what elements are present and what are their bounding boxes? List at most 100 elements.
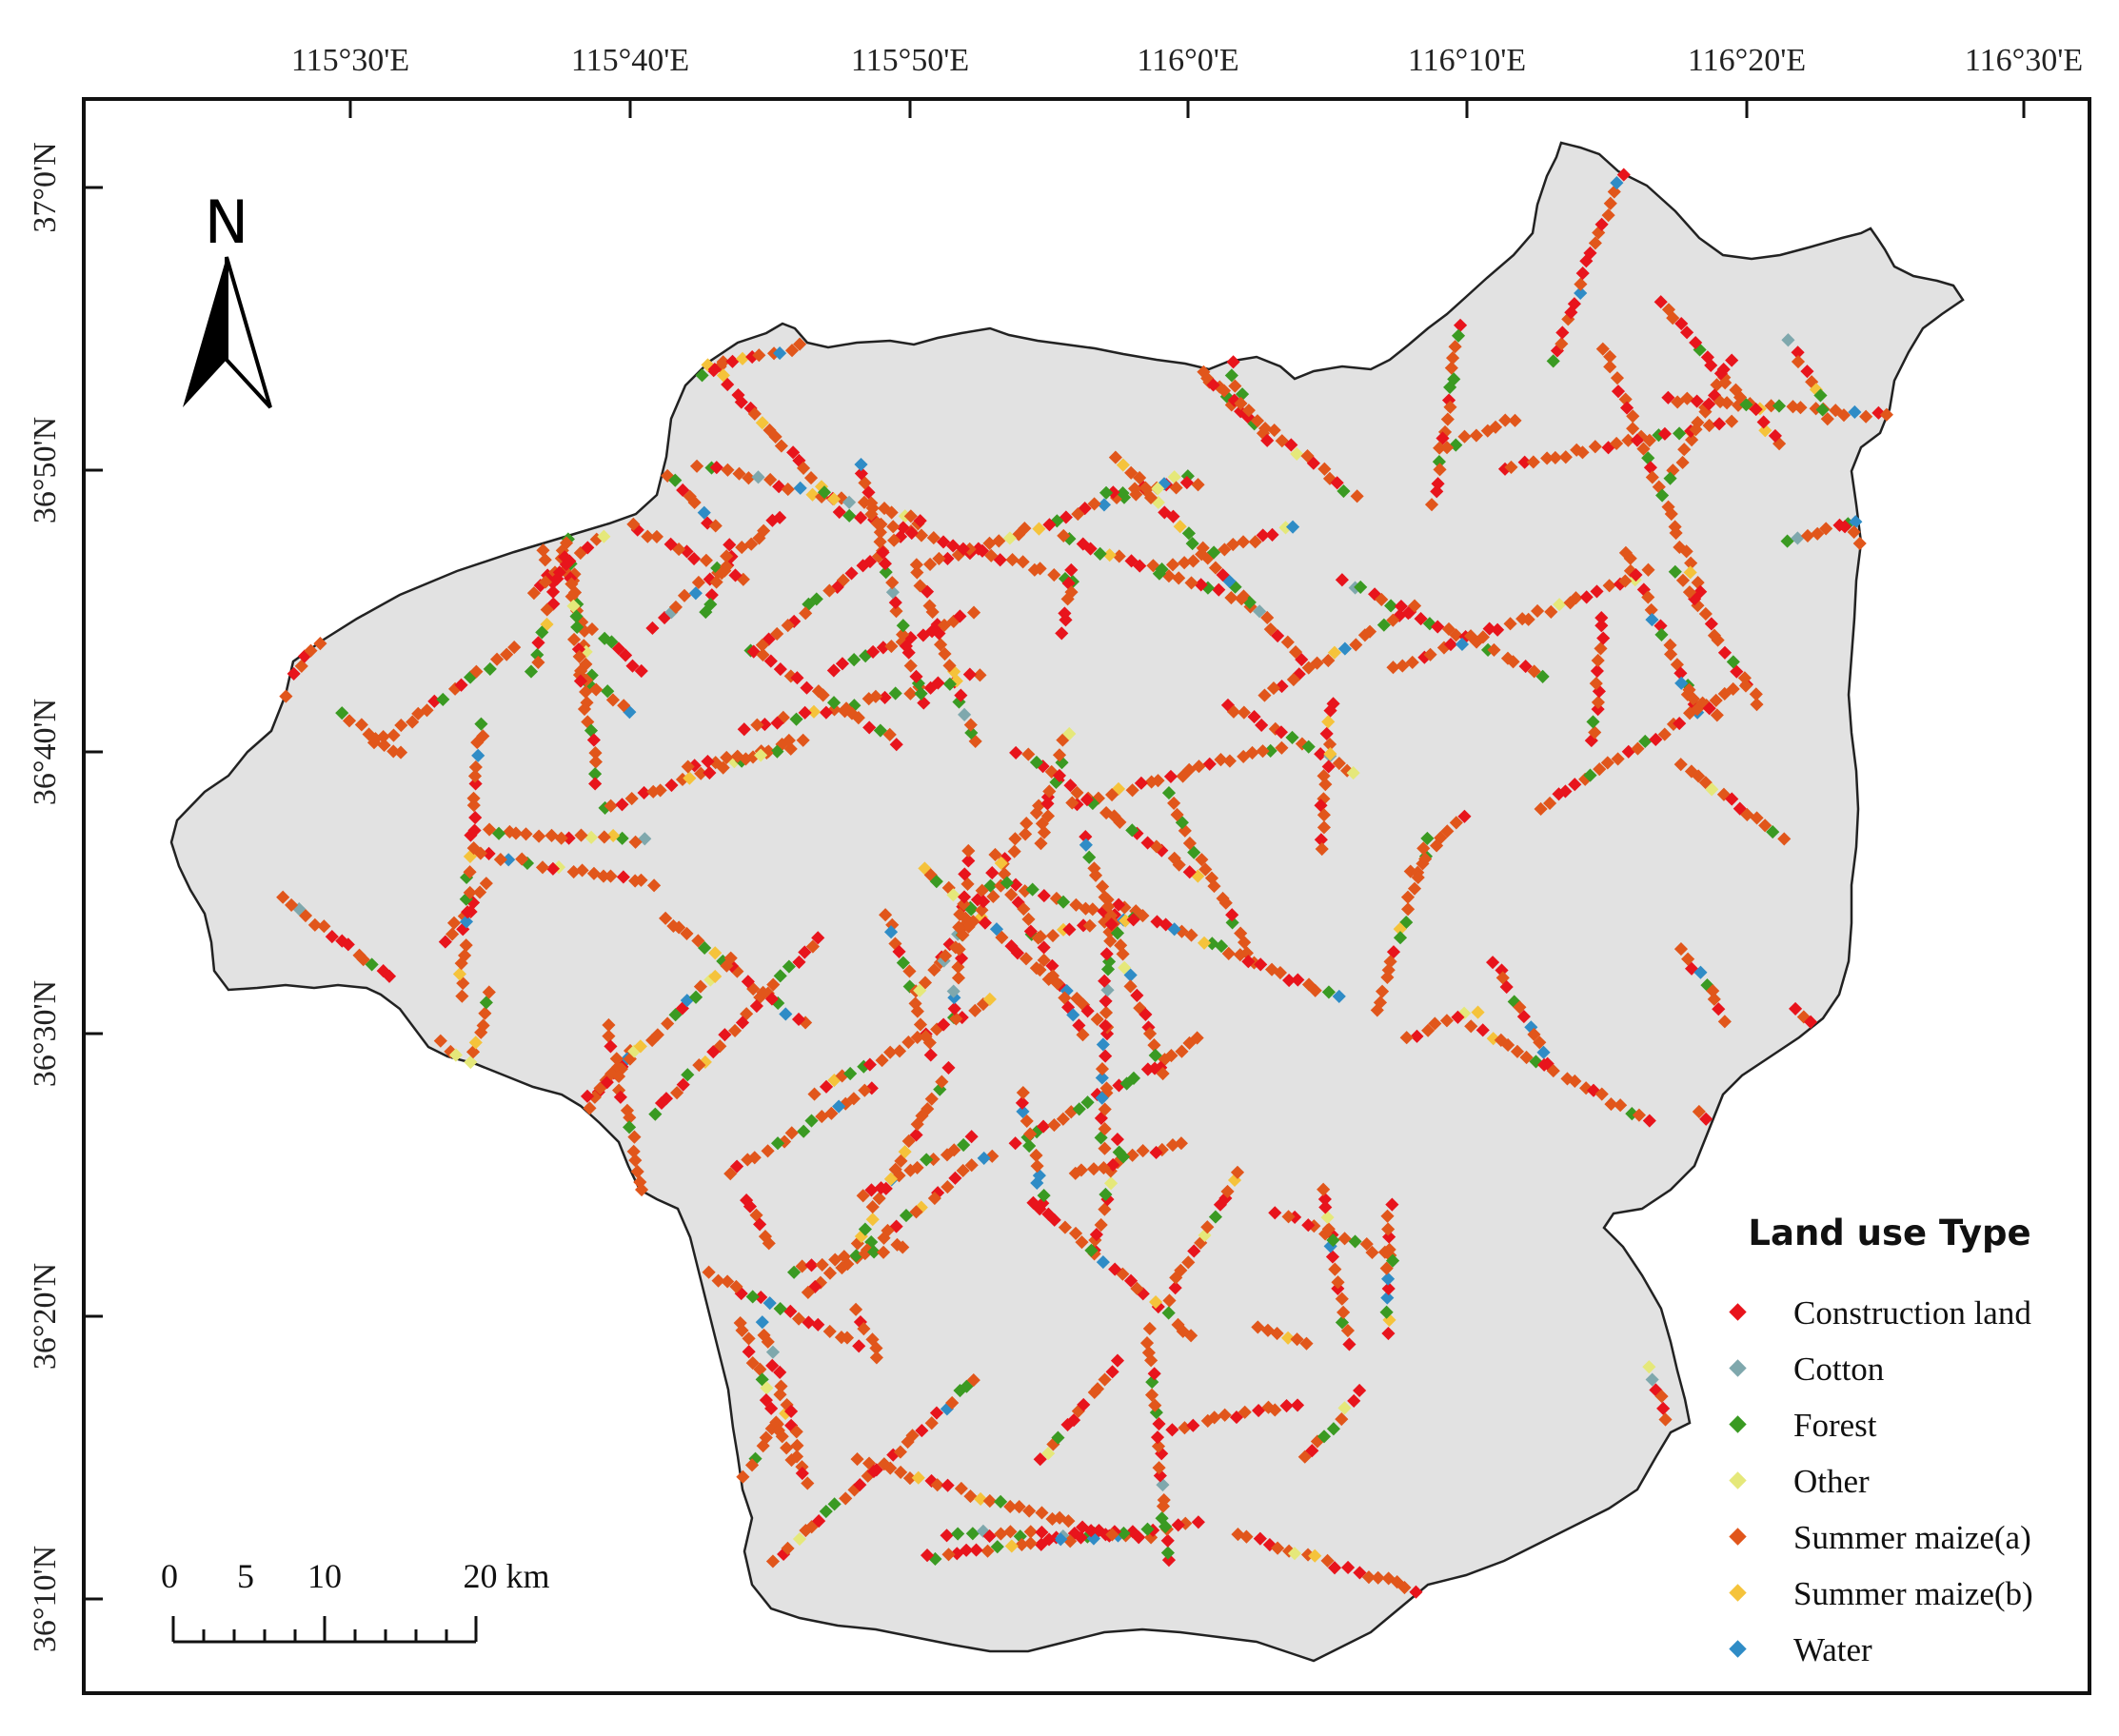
- sample-point: [812, 1514, 826, 1529]
- sample-point: [1655, 488, 1670, 503]
- sample-point: [867, 1245, 881, 1259]
- sample-point: [781, 483, 795, 497]
- sample-point: [1094, 1217, 1108, 1233]
- sample-point: [1098, 1102, 1112, 1116]
- sample-point: [851, 711, 865, 725]
- sample-point: [1380, 970, 1395, 984]
- sample-point: [986, 889, 1000, 904]
- sample-point: [589, 682, 604, 697]
- sample-point: [1230, 1165, 1245, 1179]
- sample-point: [1725, 792, 1739, 806]
- sample-point: [1059, 613, 1073, 627]
- sample-point: [1750, 698, 1764, 712]
- sample-point: [913, 983, 927, 997]
- sample-point: [994, 856, 1008, 870]
- sample-point: [790, 671, 804, 685]
- sample-point: [1258, 688, 1272, 702]
- sample-point: [800, 681, 814, 695]
- sample-point: [866, 1464, 881, 1479]
- sample-point: [1654, 627, 1669, 641]
- sample-point: [757, 523, 771, 538]
- sample-point: [1102, 548, 1117, 562]
- longitude-label: 116°10'E: [1408, 43, 1526, 78]
- sample-point: [876, 545, 890, 560]
- sample-point: [1421, 1023, 1436, 1037]
- sample-point: [882, 727, 897, 741]
- sample-point: [1649, 732, 1663, 747]
- sample-point: [805, 487, 820, 502]
- sample-point: [1594, 619, 1609, 633]
- sample-point: [1409, 1585, 1423, 1599]
- sample-point: [721, 1274, 735, 1289]
- sample-point: [1663, 638, 1677, 652]
- sample-point: [1088, 868, 1103, 882]
- sample-point: [1198, 862, 1213, 877]
- sample-point: [446, 927, 460, 941]
- sample-point: [1852, 536, 1867, 551]
- sample-point: [1322, 737, 1337, 752]
- sample-point: [1594, 641, 1608, 656]
- sample-point: [438, 935, 452, 949]
- sample-point: [742, 1332, 756, 1346]
- sample-point: [1010, 946, 1025, 960]
- sample-point: [864, 507, 879, 522]
- sample-point: [792, 955, 806, 969]
- sample-point: [294, 659, 308, 673]
- sample-point: [325, 930, 339, 944]
- sample-point: [789, 1425, 803, 1439]
- sample-point: [1314, 747, 1328, 761]
- sample-point: [1323, 747, 1337, 761]
- sample-point: [1104, 909, 1119, 923]
- sample-point: [584, 622, 600, 637]
- sample-point: [755, 416, 769, 430]
- sample-point: [798, 705, 812, 720]
- sample-point: [1009, 745, 1023, 760]
- sample-point: [1074, 1530, 1088, 1545]
- sample-point: [914, 686, 928, 700]
- sample-point: [1071, 506, 1085, 522]
- longitude-label: 115°40'E: [571, 43, 689, 78]
- sample-point: [691, 575, 705, 590]
- sample-point: [1239, 1529, 1254, 1544]
- sample-point: [1813, 388, 1828, 403]
- sample-point: [1397, 1580, 1412, 1595]
- sample-point: [458, 948, 472, 963]
- sample-point: [1332, 989, 1346, 1004]
- sample-point: [1365, 1245, 1379, 1260]
- sample-point: [693, 979, 707, 994]
- sample-point: [892, 944, 906, 959]
- sample-point: [1548, 450, 1562, 464]
- sample-point: [1567, 297, 1581, 311]
- sample-point: [1811, 526, 1825, 541]
- sample-point: [1535, 669, 1550, 683]
- sample-point: [1250, 414, 1265, 428]
- sample-point: [1052, 768, 1066, 782]
- sample-point: [711, 1273, 725, 1288]
- sample-point: [1519, 1050, 1534, 1065]
- sample-point: [1756, 415, 1771, 429]
- sample-point: [930, 1478, 944, 1492]
- sample-point: [1686, 692, 1700, 706]
- sample-point: [864, 1183, 879, 1197]
- sample-point: [896, 521, 910, 535]
- sample-point: [815, 1257, 829, 1272]
- sample-point: [742, 1345, 756, 1359]
- sample-point: [1124, 554, 1139, 568]
- sample-point: [982, 1529, 997, 1544]
- longitude-label: 115°50'E: [851, 43, 969, 78]
- sample-point: [1630, 433, 1644, 447]
- latitude-label: 36°10'N: [28, 1546, 63, 1652]
- legend-label: Summer maize(a): [1793, 1519, 2031, 1556]
- sample-point: [806, 704, 822, 719]
- sample-point: [1713, 417, 1727, 431]
- sample-point: [559, 558, 573, 572]
- sample-point: [768, 429, 782, 444]
- sample-point: [1075, 1235, 1089, 1250]
- sample-point: [1068, 1226, 1083, 1240]
- sample-point: [1819, 522, 1833, 536]
- sample-point: [982, 536, 997, 550]
- sample-point: [1407, 881, 1422, 896]
- sample-point: [1097, 498, 1111, 512]
- sample-point: [1282, 973, 1297, 988]
- sample-point: [1152, 1416, 1166, 1431]
